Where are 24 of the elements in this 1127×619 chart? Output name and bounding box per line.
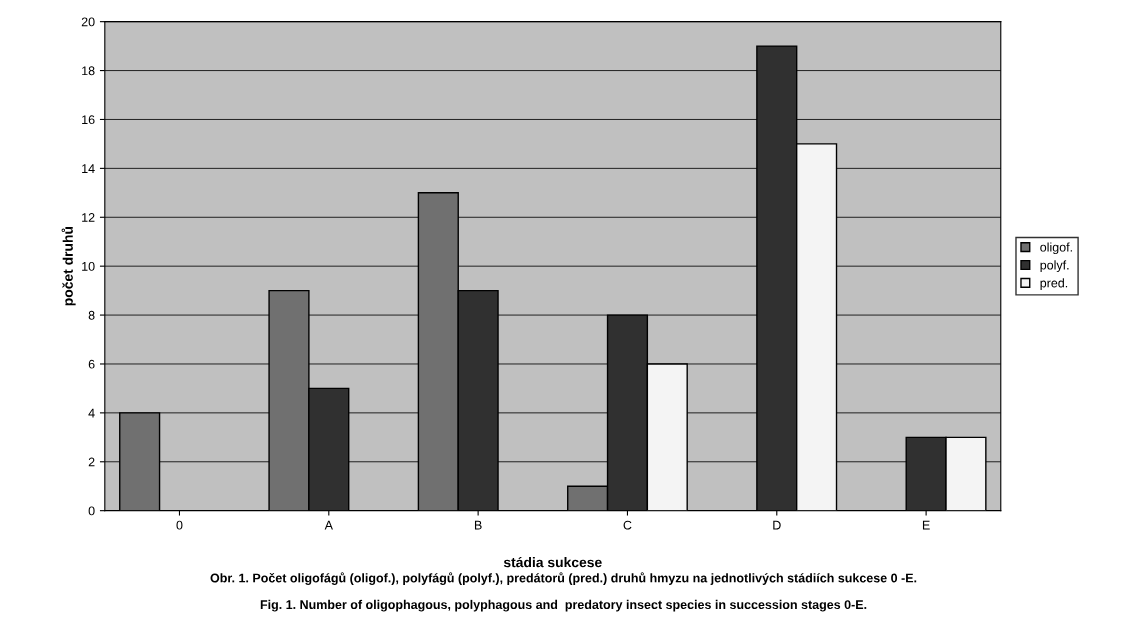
x-tick-label: C xyxy=(623,520,632,530)
y-tick-label: 10 xyxy=(82,261,95,271)
y-tick-label: 4 xyxy=(88,408,95,418)
x-tick-label: A xyxy=(324,520,333,530)
legend-label: polyf. xyxy=(1040,260,1069,272)
y-tick-label: 16 xyxy=(82,115,95,125)
y-tick-label: 12 xyxy=(82,213,95,222)
y-tick-label: 20 xyxy=(81,17,95,27)
y-tick-label: 6 xyxy=(88,359,95,369)
y-axis-title: počet druhů xyxy=(61,226,76,306)
x-tick-label: E xyxy=(922,520,930,530)
caption: Fig. 1. Number of oligophagous, polyphagous and predatory insect species in succession stages 0-E. xyxy=(260,599,867,612)
x-tick-label: B xyxy=(474,520,482,530)
legend-label: oligof. xyxy=(1040,242,1072,255)
x-tick-label: D xyxy=(773,520,781,530)
y-tick-label: 8 xyxy=(88,310,95,320)
y-tick-label: 2 xyxy=(88,457,95,467)
legend-label: pred. xyxy=(1040,278,1068,290)
x-axis-title: stádia sukcese xyxy=(503,556,602,568)
x-tick-label: 0 xyxy=(176,520,183,530)
y-tick-label: 0 xyxy=(88,506,95,516)
text: Obr. 1. Počet oligofágů (oligof.), polyfágů (polyf.), predátorů (pred.) druhů hmyzu na jednotlivých stádiích sukcese 0 -E. xyxy=(210,572,917,585)
y-tick-label: 18 xyxy=(82,66,95,76)
y-tick-label: 14 xyxy=(82,164,95,173)
